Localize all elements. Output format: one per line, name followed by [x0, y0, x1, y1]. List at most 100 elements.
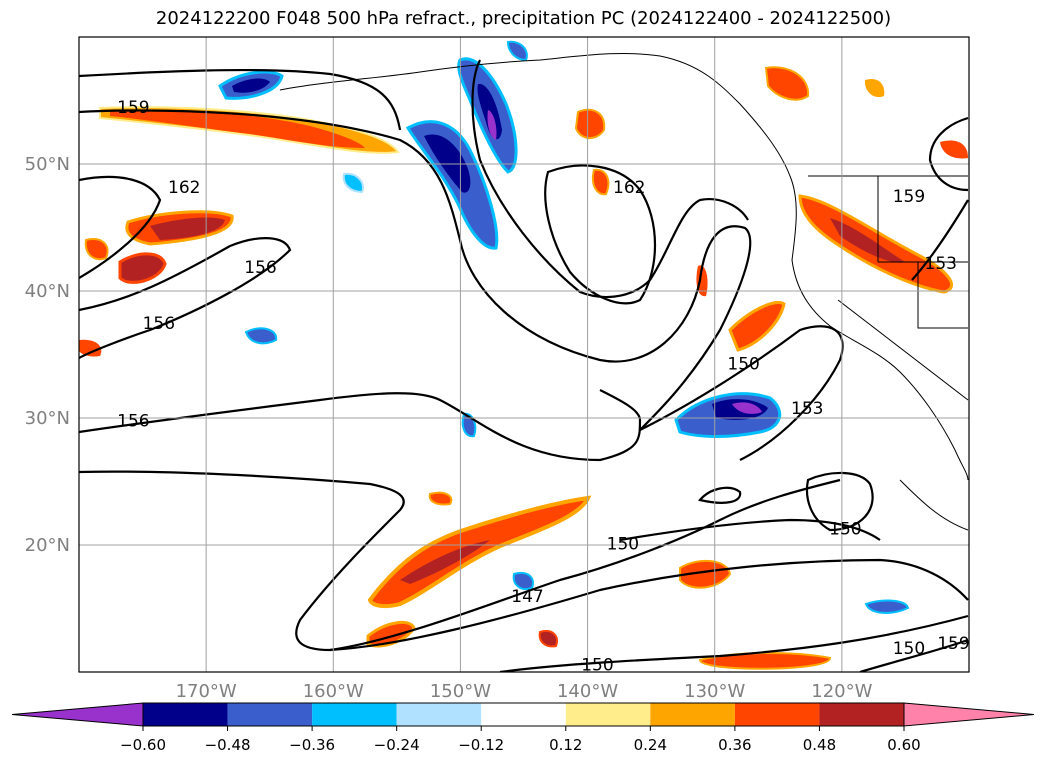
contour-label: 159 — [893, 187, 925, 207]
precip-area — [830, 218, 905, 263]
lon-tick-label: 150°W — [430, 681, 491, 702]
contour-label: 159 — [937, 634, 969, 654]
contour-line — [859, 638, 969, 672]
colorbar-segment — [819, 703, 904, 726]
precip-area — [118, 252, 167, 284]
colorbar-outline — [142, 702, 905, 727]
lon-tick-label: 140°W — [557, 681, 618, 702]
latitude-labels: 50°N 40°N 30°N 20°N — [25, 154, 70, 556]
precip-area — [342, 172, 364, 194]
lat-tick-label: 40°N — [25, 281, 70, 302]
contour-line — [79, 175, 162, 279]
contour-line — [79, 109, 752, 431]
border-line — [837, 299, 969, 401]
precip-area — [79, 339, 102, 357]
contour-label: 150 — [829, 519, 861, 539]
lon-tick-label: 120°W — [811, 681, 872, 702]
contour-line — [911, 199, 969, 281]
contour-line — [499, 614, 969, 672]
precip-area — [864, 78, 885, 98]
colorbar-segment — [227, 703, 313, 726]
contour-line — [79, 237, 292, 359]
precip-area — [405, 120, 499, 250]
colorbar-tick-label: −0.24 — [374, 736, 420, 754]
precip-area — [512, 572, 534, 590]
precip-area — [428, 491, 453, 506]
contour-line — [79, 68, 402, 131]
colorbar-tick-label: 0.24 — [634, 736, 667, 754]
contour-label: 162 — [613, 178, 645, 198]
precip-area — [940, 140, 968, 159]
precip-area — [110, 109, 365, 148]
colorbar-tick-label: −0.60 — [120, 736, 166, 754]
contour-label: 156 — [143, 314, 175, 334]
chart-title: 2024122200 F048 500 hPa refract., precip… — [155, 8, 892, 29]
precip-area — [400, 540, 490, 584]
contour-label: 150 — [581, 655, 613, 675]
colorbar-tick-label: 0.36 — [718, 736, 751, 754]
colorbar: −0.60 −0.48 −0.36 −0.24 −0.12 0.12 0.24 0.36 0.4… — [11, 702, 1035, 754]
lat-tick-label: 30°N — [25, 408, 70, 429]
colorbar-tick-label: −0.12 — [458, 736, 504, 754]
contour-label: 150 — [727, 354, 759, 374]
precip-area — [487, 110, 497, 140]
precip-area — [538, 630, 558, 648]
contour-layer — [79, 59, 969, 672]
colorbar-extend-max — [903, 702, 1035, 727]
colorbar-segment — [650, 703, 735, 726]
precip-area — [506, 40, 528, 62]
lon-tick-label: 170°W — [176, 681, 237, 702]
contour-label: 156 — [117, 412, 149, 432]
contour-line — [79, 389, 642, 462]
contour-label: 150 — [893, 639, 925, 659]
colorbar-segment — [481, 703, 566, 726]
gridlines — [79, 37, 969, 672]
precip-area — [764, 66, 810, 101]
colorbar-tick-label: 0.60 — [887, 736, 920, 754]
map-frame — [78, 36, 970, 673]
precip-area — [244, 327, 278, 345]
contour-label: 147 — [511, 587, 543, 607]
lon-tick-label: 130°W — [684, 681, 745, 702]
contour-label: 162 — [168, 178, 200, 198]
contour-line — [698, 486, 742, 504]
contour-line — [639, 325, 844, 461]
precip-area — [574, 108, 606, 139]
colorbar-segment — [396, 703, 482, 726]
contour-line — [619, 518, 881, 542]
colorbar-segment — [565, 703, 651, 726]
contour-label: 156 — [244, 258, 276, 278]
lon-tick-label: 160°W — [303, 681, 364, 702]
longitude-labels: 170°W 160°W 150°W 140°W 130°W 120°W — [176, 681, 873, 702]
contour-label: 153 — [791, 399, 823, 419]
precip-area — [679, 559, 732, 589]
colorbar-tick-label: −0.36 — [289, 736, 335, 754]
colorbar-tick-label: 0.12 — [549, 736, 582, 754]
contour-line — [329, 558, 969, 652]
precip-area — [232, 78, 270, 93]
colorbar-segment — [143, 703, 228, 726]
colorbar-segment — [312, 703, 397, 726]
contour-label: 159 — [117, 98, 149, 118]
contour-label: 150 — [607, 535, 639, 555]
contour-line — [471, 59, 749, 298]
colorbar-segment — [734, 703, 820, 726]
contour-line — [805, 471, 874, 532]
precip-area — [84, 238, 109, 261]
precip-area — [864, 599, 910, 614]
precip-area — [592, 168, 610, 196]
colorbar-tick-label: −0.48 — [205, 736, 251, 754]
contour-line — [544, 164, 657, 305]
precip-area — [696, 265, 708, 297]
border-line — [877, 176, 968, 329]
contour-line — [79, 470, 841, 652]
map-area — [79, 37, 969, 672]
precip-area — [728, 301, 786, 352]
lat-tick-label: 50°N — [25, 154, 70, 175]
contour-label: 153 — [925, 254, 957, 274]
precip-area — [732, 402, 762, 414]
contour-labels: 159 162 156 156 156 162 159 153 150 153 150 150 147 1… — [117, 98, 969, 675]
colorbar-tick-label: 0.48 — [803, 736, 836, 754]
contour-line — [928, 116, 969, 192]
